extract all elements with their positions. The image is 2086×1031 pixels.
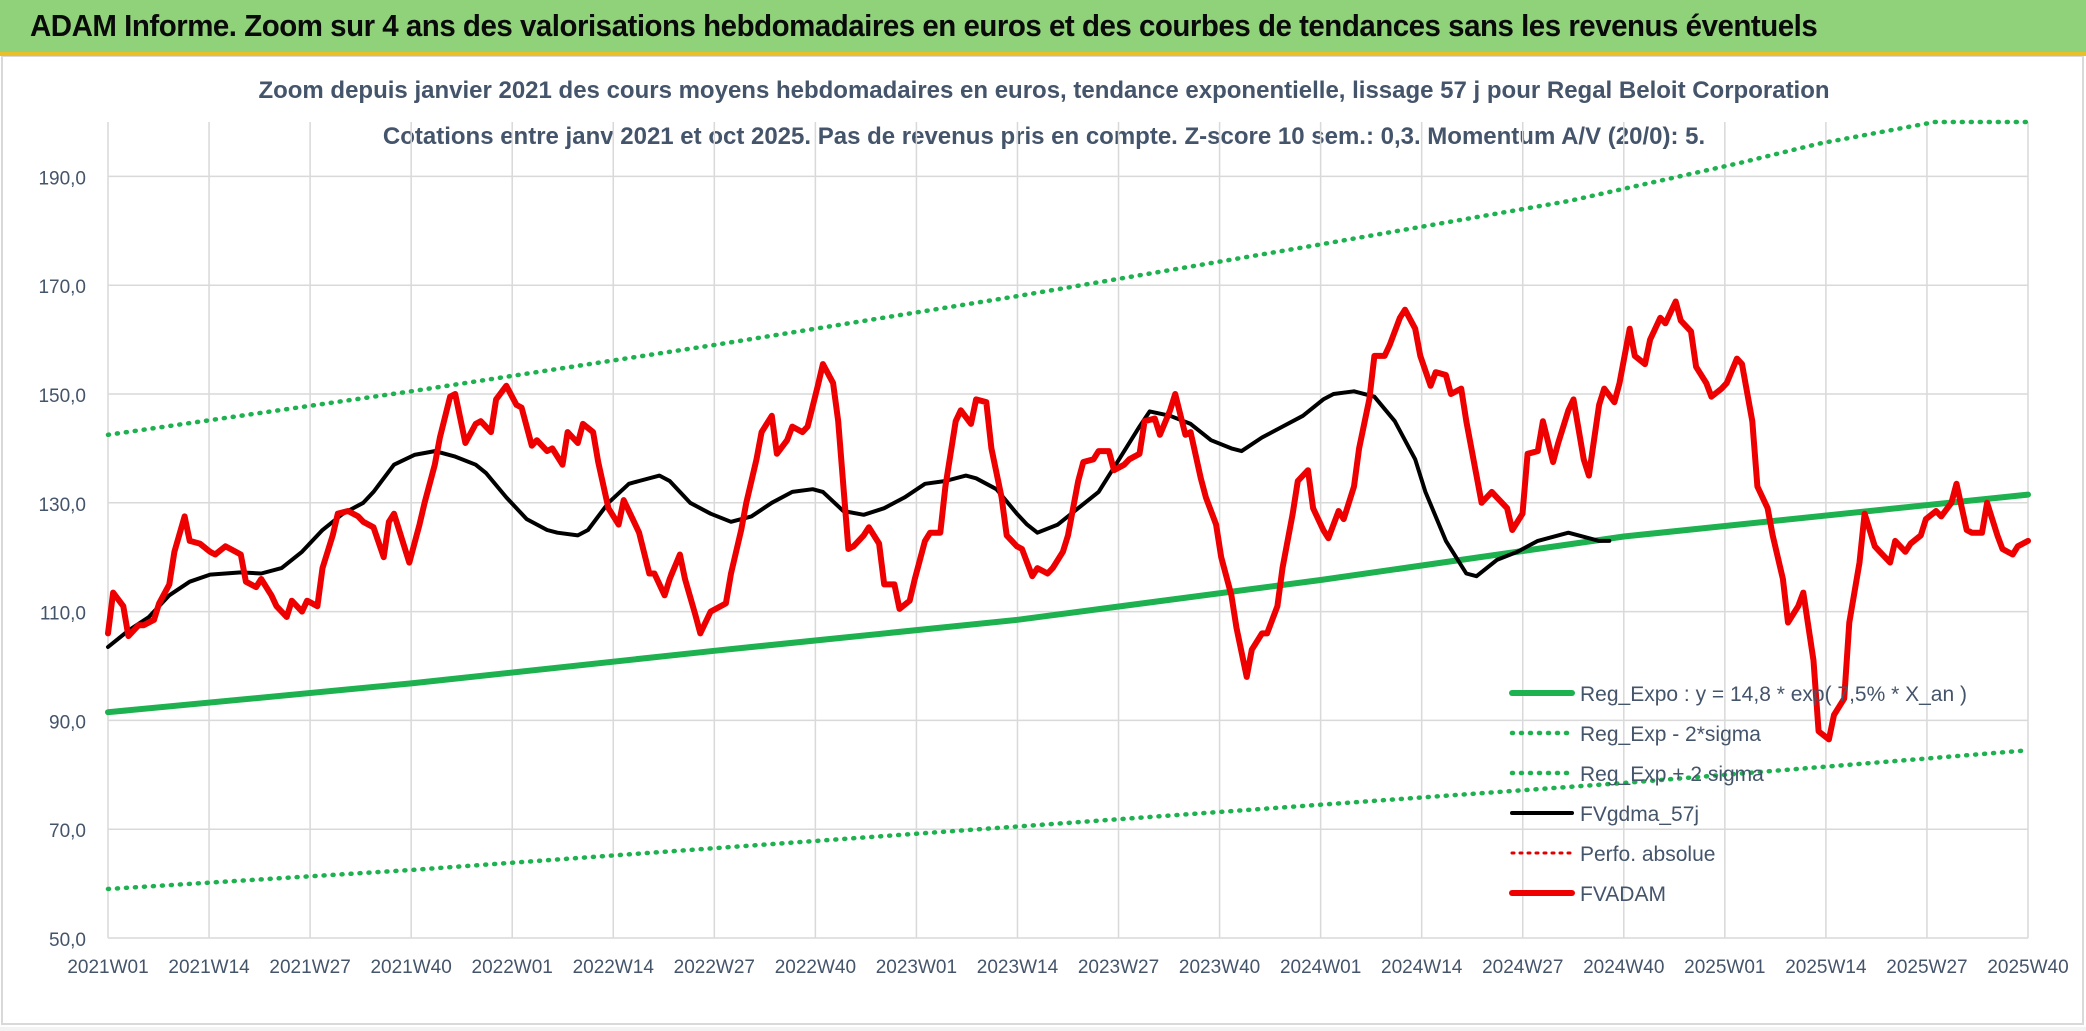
legend-label: Reg_Expo : y = 14,8 * exp( 7,5% * X_an ) bbox=[1580, 683, 1967, 706]
series-line-adam-4 bbox=[105, 298, 2031, 743]
y-tick-label: 70,0 bbox=[49, 821, 86, 842]
report-banner: ADAM Informe. Zoom sur 4 ans des valoris… bbox=[0, 0, 2086, 56]
x-tick-label: 2023W01 bbox=[876, 957, 957, 978]
y-tick-label: 150,0 bbox=[38, 386, 86, 407]
x-tick-label: 2021W14 bbox=[168, 957, 250, 978]
y-tick-label: 110,0 bbox=[40, 604, 86, 625]
x-tick-label: 2023W40 bbox=[1179, 957, 1260, 978]
y-axis: 50,0 70,0 90,0 110,0 130,0 150,0 170,0 190,0 bbox=[38, 168, 86, 951]
legend-label: FVADAM bbox=[1580, 883, 1666, 906]
legend-label: FVgdma_57j bbox=[1580, 803, 1699, 826]
y-tick-label: 190,0 bbox=[38, 168, 86, 189]
chart-title: Zoom depuis janvier 2021 des cours moyen… bbox=[258, 77, 1829, 104]
series-line-band-1 bbox=[105, 748, 2031, 892]
chart-subtitle: Cotations entre janv 2021 et oct 2025. P… bbox=[383, 123, 1705, 150]
y-tick-label: 90,0 bbox=[49, 712, 86, 733]
x-tick-label: 2024W01 bbox=[1280, 957, 1361, 978]
x-tick-label: 2025W01 bbox=[1684, 957, 1765, 978]
legend-label: Reg_Exp + 2 sigma bbox=[1580, 763, 1764, 786]
legend-label: Perfo. absolue bbox=[1580, 843, 1715, 866]
y-tick-label: 170,0 bbox=[38, 277, 86, 298]
x-tick-label: 2022W14 bbox=[573, 957, 655, 978]
x-tick-label: 2025W27 bbox=[1886, 957, 1967, 978]
legend: Reg_Expo : y = 14,8 * exp( 7,5% * X_an )… bbox=[1509, 683, 1967, 906]
x-tick-label: 2023W27 bbox=[1078, 957, 1159, 978]
x-tick-label: 2024W40 bbox=[1583, 957, 1664, 978]
x-tick-label: 2025W14 bbox=[1785, 957, 1867, 978]
x-tick-label: 2022W27 bbox=[674, 957, 755, 978]
x-tick-label: 2024W27 bbox=[1482, 957, 1563, 978]
x-tick-label: 2022W01 bbox=[472, 957, 553, 978]
series-line-band-2 bbox=[105, 119, 2031, 438]
x-tick-label: 2022W40 bbox=[775, 957, 856, 978]
series-line-smooth-3 bbox=[106, 389, 1612, 649]
y-tick-label: 130,0 bbox=[38, 495, 86, 516]
x-axis: 2021W01 2021W14 2021W27 2021W40 2022W01 2022W… bbox=[67, 957, 2068, 978]
legend-label: Reg_Exp - 2*sigma bbox=[1580, 723, 1761, 746]
x-tick-label: 2021W01 bbox=[67, 957, 148, 978]
x-tick-label: 2025W40 bbox=[1987, 957, 2068, 978]
x-tick-label: 2023W14 bbox=[977, 957, 1059, 978]
x-tick-label: 2021W40 bbox=[370, 957, 451, 978]
chart-border bbox=[1, 56, 2084, 1025]
x-tick-label: 2024W14 bbox=[1381, 957, 1463, 978]
series-layer bbox=[105, 119, 2031, 892]
bottom-border bbox=[0, 1027, 2086, 1031]
line-chart: Zoom depuis janvier 2021 des cours moyen… bbox=[1, 56, 2084, 1025]
x-tick-label: 2021W27 bbox=[269, 957, 350, 978]
y-tick-label: 50,0 bbox=[49, 930, 86, 951]
series-line-reg-0 bbox=[105, 491, 2031, 716]
report-title: ADAM Informe. Zoom sur 4 ans des valoris… bbox=[30, 8, 1818, 43]
